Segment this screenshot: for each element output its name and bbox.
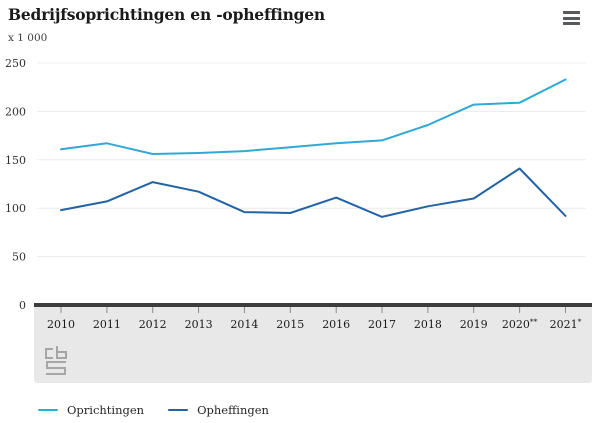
x-axis-label: 2020** <box>502 317 538 331</box>
legend-item-oprichtingen[interactable]: Oprichtingen <box>38 403 144 417</box>
legend-label: Oprichtingen <box>67 403 145 417</box>
cbs-logo-c <box>45 348 53 359</box>
series-line-opheffingen[interactable] <box>60 167 567 218</box>
x-axis-label: 2010 <box>47 318 75 331</box>
y-axis-unit-label: x 1 000 <box>8 32 48 44</box>
hamburger-bar <box>563 16 580 20</box>
x-axis-label: 2011 <box>93 318 121 331</box>
hamburger-bar <box>563 22 580 25</box>
chart-legend: Oprichtingen Opheffingen <box>38 401 269 419</box>
y-axis-label: 150 <box>5 154 26 167</box>
cbs-logo-s <box>46 361 66 375</box>
hamburger-bar <box>563 11 580 14</box>
chart-plot-area: 0 50 100 150 200 250 2010 2011 2012 2013 2014 2015 2… <box>5 57 592 383</box>
y-axis-label: 200 <box>5 105 26 118</box>
legend-item-opheffingen[interactable]: Opheffingen <box>168 403 269 417</box>
y-axis-label: 100 <box>5 202 26 215</box>
legend-swatch <box>168 408 189 412</box>
x-axis-label: 2014 <box>230 318 258 331</box>
x-axis-label: 2019 <box>460 318 488 331</box>
x-axis-label: 2016 <box>322 318 350 331</box>
y-axis-label: 0 <box>19 299 26 312</box>
cbs-logo <box>45 346 67 375</box>
hamburger-icon <box>563 11 585 25</box>
x-axis-label: 2013 <box>185 318 213 331</box>
x-axis-label: 2015 <box>276 318 304 331</box>
x-axis-label: 2017 <box>368 318 396 331</box>
y-axis-label: 50 <box>12 251 26 264</box>
legend-label: Opheffingen <box>197 403 269 417</box>
chart-title: Bedrijfsoprichtingen en -opheffingen <box>8 5 326 24</box>
series-line-oprichtingen[interactable] <box>60 78 567 155</box>
x-axis-label-mark: ** <box>530 317 538 326</box>
legend-swatch <box>38 408 58 412</box>
x-axis-band <box>34 305 592 383</box>
cbs-logo-b <box>56 346 67 359</box>
chart-menu-button[interactable] <box>561 7 587 29</box>
x-axis-label: 2012 <box>139 318 167 331</box>
x-axis-label: 2018 <box>414 318 442 331</box>
x-axis-label-mark: * <box>578 317 582 326</box>
x-axis-line <box>34 303 592 307</box>
x-axis-label: 2021* <box>550 317 582 331</box>
y-axis-label: 250 <box>5 57 26 70</box>
